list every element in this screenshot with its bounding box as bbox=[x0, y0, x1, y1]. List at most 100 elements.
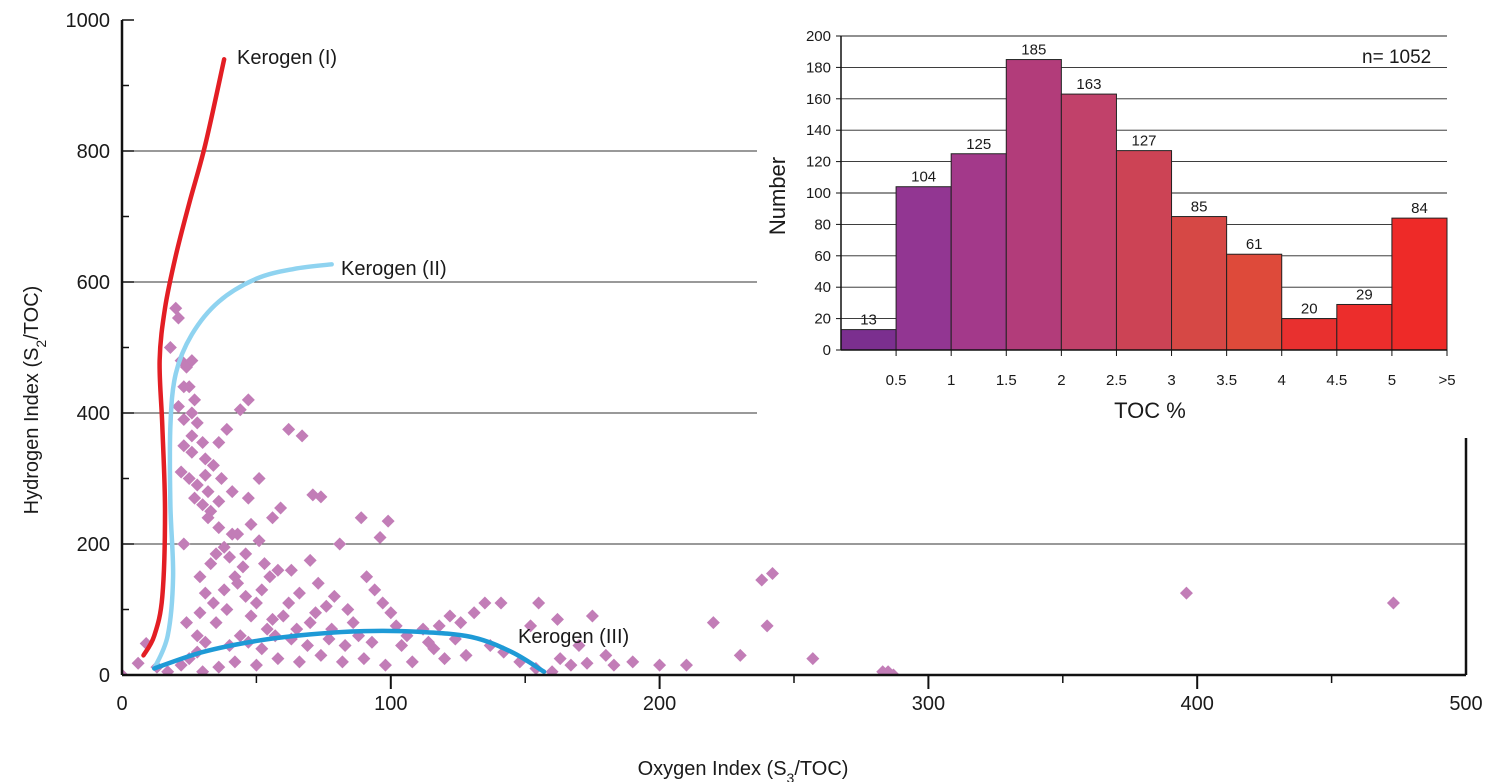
scatter-point bbox=[171, 399, 185, 413]
scatter-point bbox=[241, 393, 255, 407]
scatter-point bbox=[206, 458, 220, 472]
scatter-point bbox=[266, 511, 280, 525]
scatter-point bbox=[806, 652, 820, 666]
scatter-point bbox=[524, 619, 538, 633]
scatter-point bbox=[212, 660, 226, 674]
scatter-point bbox=[886, 668, 900, 675]
scatter-point bbox=[338, 639, 352, 653]
scatter-y-tick-label: 600 bbox=[77, 272, 110, 294]
scatter-point bbox=[196, 665, 210, 675]
scatter-point bbox=[233, 629, 247, 643]
scatter-point bbox=[163, 341, 177, 354]
scatter-x-tick-label: 400 bbox=[1181, 693, 1214, 715]
scatter-point bbox=[357, 652, 371, 666]
scatter-point bbox=[214, 472, 228, 485]
scatter-x-tick-label: 100 bbox=[374, 693, 407, 715]
scatter-point bbox=[553, 652, 567, 666]
scatter-x-tick-label: 0 bbox=[116, 693, 127, 715]
scatter-point bbox=[314, 490, 328, 504]
scatter-point bbox=[209, 616, 223, 630]
scatter-point bbox=[755, 573, 769, 587]
inset-x-tick-label: 3 bbox=[1167, 372, 1175, 389]
scatter-point bbox=[300, 639, 314, 653]
scatter-point bbox=[341, 603, 355, 616]
scatter-point bbox=[249, 658, 263, 672]
scatter-point bbox=[467, 606, 481, 620]
scatter-point bbox=[260, 622, 274, 636]
inset-bar bbox=[1336, 303, 1393, 351]
inset-y-axis-title: Number bbox=[765, 157, 790, 235]
scatter-point bbox=[171, 311, 185, 325]
scatter-point bbox=[190, 478, 204, 492]
inset-bar bbox=[840, 329, 897, 351]
scatter-point bbox=[276, 609, 290, 623]
scatter-point bbox=[365, 635, 379, 649]
scatter-point bbox=[572, 639, 586, 653]
scatter-point bbox=[599, 648, 613, 662]
scatter-point bbox=[432, 619, 446, 633]
scatter-point bbox=[271, 652, 285, 666]
x-axis-title: Oxygen Index (S3/TOC) bbox=[638, 758, 849, 782]
scatter-point bbox=[177, 537, 191, 551]
scatter-point bbox=[206, 596, 220, 610]
scatter-point bbox=[169, 301, 183, 315]
scatter-point bbox=[373, 530, 387, 544]
scatter-point bbox=[295, 429, 309, 443]
kerogen-curve bbox=[152, 262, 334, 671]
inset-y-tick-label: 140 bbox=[806, 122, 831, 139]
scatter-x-tick-label: 300 bbox=[912, 693, 945, 715]
inset-y-tick-label: 0 bbox=[823, 342, 831, 359]
scatter-point bbox=[303, 553, 317, 567]
inset-bar bbox=[950, 153, 1007, 351]
scatter-point bbox=[354, 511, 368, 525]
inset-bar-value-label: 85 bbox=[1191, 199, 1208, 216]
inset-x-tick-label: >5 bbox=[1438, 372, 1455, 389]
inset-x-tick-label: 5 bbox=[1388, 372, 1396, 389]
scatter-point bbox=[384, 606, 398, 620]
scatter-point bbox=[122, 668, 129, 675]
inset-x-tick-label: 1.5 bbox=[996, 372, 1017, 389]
inset-x-tick-label: 0.5 bbox=[886, 372, 907, 389]
inset-bar-value-label: 61 bbox=[1246, 236, 1263, 253]
scatter-point bbox=[311, 576, 325, 590]
kerogen-curve bbox=[141, 57, 227, 658]
scatter-point bbox=[185, 429, 199, 443]
scatter-point bbox=[252, 472, 266, 485]
inset-y-tick-label: 120 bbox=[806, 154, 831, 171]
scatter-point bbox=[177, 439, 191, 453]
scatter-point bbox=[239, 589, 253, 603]
scatter-point bbox=[478, 596, 492, 610]
inset-y-tick-label: 20 bbox=[814, 311, 831, 328]
scatter-point bbox=[209, 547, 223, 561]
scatter-y-tick-label: 800 bbox=[77, 141, 110, 163]
scatter-point bbox=[532, 596, 546, 610]
scatter-x-tick-label: 500 bbox=[1449, 693, 1482, 715]
scatter-point bbox=[333, 537, 347, 551]
scatter-point bbox=[174, 465, 188, 479]
inset-bar-value-label: 20 bbox=[1301, 301, 1318, 318]
scatter-point bbox=[271, 563, 285, 577]
inset-count-annotation: n= 1052 bbox=[1362, 47, 1431, 68]
scatter-point bbox=[580, 656, 594, 670]
scatter-point bbox=[585, 609, 599, 623]
scatter-point bbox=[225, 485, 239, 499]
scatter-point bbox=[395, 639, 409, 653]
scatter-point bbox=[494, 596, 508, 610]
scatter-point bbox=[244, 517, 258, 531]
scatter-point bbox=[545, 665, 559, 675]
inset-x-tick-label: 2.5 bbox=[1106, 372, 1127, 389]
scatter-point bbox=[303, 616, 317, 630]
scatter-point bbox=[255, 583, 269, 597]
scatter-point bbox=[263, 570, 277, 584]
inset-bar-value-label: 104 bbox=[911, 169, 936, 186]
inset-bar bbox=[1391, 217, 1448, 351]
inset-axes: 0 20 40 60 80 100 120 140 160 180 200 0.5 1 1.5 2 2.5 3 3… bbox=[806, 28, 1456, 389]
scatter-point bbox=[564, 658, 578, 672]
scatter-point bbox=[225, 527, 239, 541]
scatter-point bbox=[346, 616, 360, 630]
scatter-point bbox=[282, 422, 296, 436]
scatter-point bbox=[378, 658, 392, 672]
inset-bar-value-label: 125 bbox=[966, 136, 991, 153]
